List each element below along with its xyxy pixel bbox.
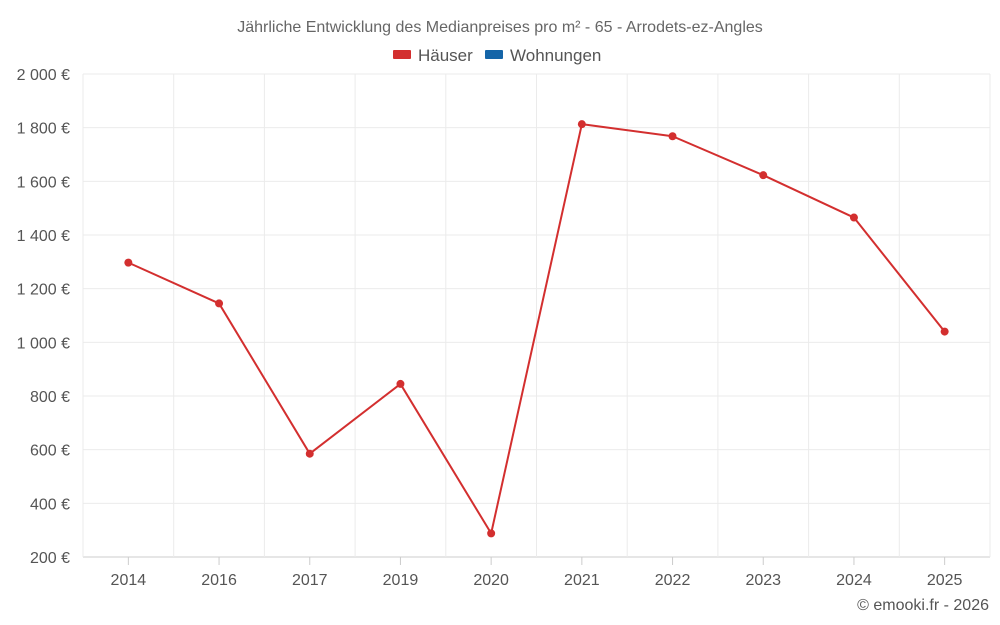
y-tick-label: 2 000 € bbox=[17, 67, 70, 84]
data-point[interactable] bbox=[577, 120, 586, 129]
legend-item-haeuser[interactable]: Häuser bbox=[393, 46, 473, 65]
legend: Häuser Wohnungen bbox=[393, 46, 601, 65]
y-tick-label: 800 € bbox=[30, 389, 70, 406]
y-tick-label: 1 000 € bbox=[17, 335, 70, 352]
legend-swatch-wohnungen bbox=[485, 50, 503, 59]
data-point[interactable] bbox=[124, 258, 133, 267]
x-tick-label: 2025 bbox=[927, 572, 963, 589]
x-tick-label: 2014 bbox=[111, 572, 147, 589]
legend-label-wohnungen: Wohnungen bbox=[510, 46, 601, 65]
legend-label-haeuser: Häuser bbox=[418, 46, 473, 65]
y-tick-label: 200 € bbox=[30, 550, 70, 567]
legend-swatch-haeuser bbox=[393, 50, 411, 59]
x-axis: 2014 2016 2017 2019 2020 2021 2022 2023 2024 2025 bbox=[111, 557, 963, 589]
y-tick-label: 1 200 € bbox=[17, 282, 70, 299]
data-point[interactable] bbox=[487, 529, 496, 538]
data-point[interactable] bbox=[396, 379, 405, 388]
x-tick-label: 2019 bbox=[383, 572, 419, 589]
y-axis: 200 € 400 € 600 € 800 € 1 000 € 1 200 € 1 400 … bbox=[17, 67, 70, 567]
y-tick-label: 400 € bbox=[30, 496, 70, 513]
legend-item-wohnungen[interactable]: Wohnungen bbox=[485, 46, 601, 65]
x-tick-label: 2017 bbox=[292, 572, 328, 589]
x-tick-label: 2020 bbox=[473, 572, 509, 589]
y-tick-label: 1 800 € bbox=[17, 121, 70, 138]
series-haeuser bbox=[124, 120, 949, 538]
y-tick-label: 1 400 € bbox=[17, 228, 70, 245]
y-tick-label: 1 600 € bbox=[17, 174, 70, 191]
grid bbox=[82, 73, 991, 558]
data-point[interactable] bbox=[849, 213, 858, 222]
series-line bbox=[127, 123, 946, 535]
data-point[interactable] bbox=[305, 449, 314, 458]
data-point[interactable] bbox=[668, 132, 677, 141]
data-point[interactable] bbox=[940, 327, 949, 336]
credit-text: © emooki.fr - 2026 bbox=[857, 597, 989, 614]
y-tick-label: 600 € bbox=[30, 443, 70, 460]
data-point[interactable] bbox=[759, 171, 768, 180]
x-tick-label: 2023 bbox=[745, 572, 781, 589]
x-tick-label: 2021 bbox=[564, 572, 600, 589]
x-tick-label: 2024 bbox=[836, 572, 872, 589]
x-tick-label: 2022 bbox=[655, 572, 691, 589]
x-tick-label: 2016 bbox=[201, 572, 237, 589]
chart-title: Jährliche Entwicklung des Medianpreises … bbox=[237, 19, 763, 36]
data-point[interactable] bbox=[215, 299, 224, 308]
